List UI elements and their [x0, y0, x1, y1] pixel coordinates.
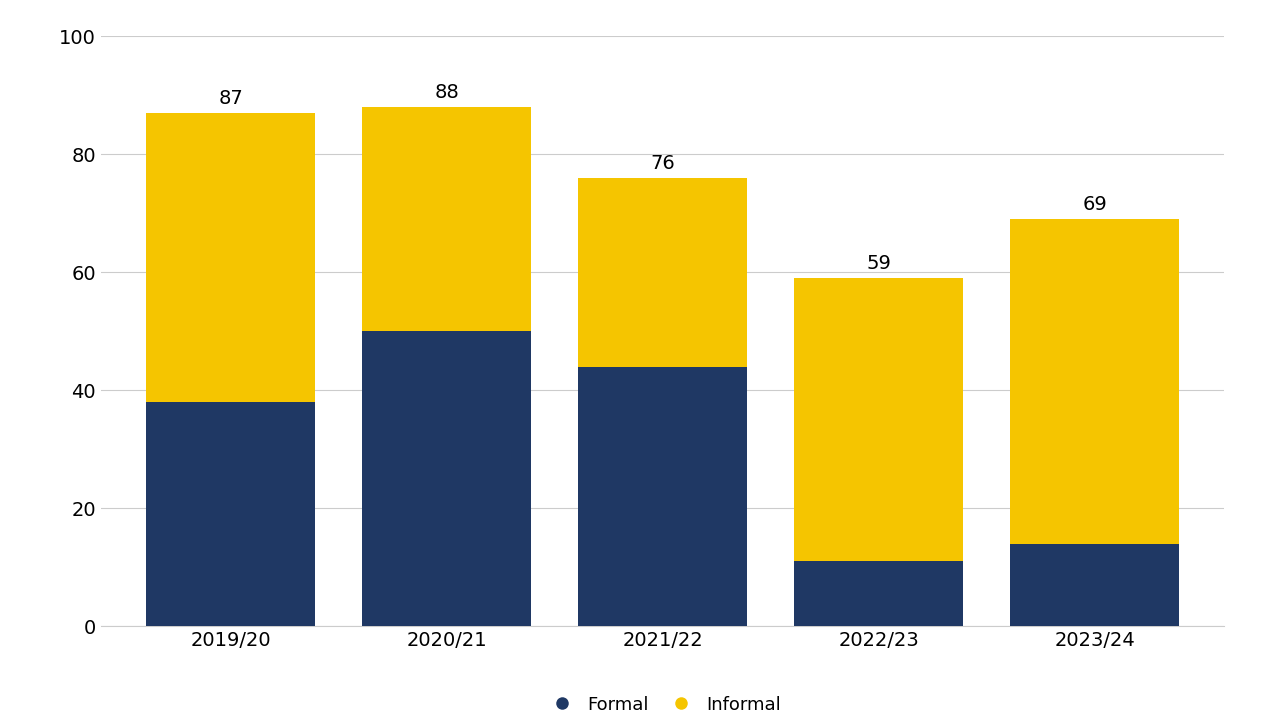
Bar: [1011, 219, 1179, 544]
Text: 88: 88: [434, 83, 459, 102]
Legend: Formal, Informal: Formal, Informal: [536, 688, 789, 720]
Bar: [578, 178, 747, 366]
Bar: [578, 366, 747, 626]
Bar: [146, 113, 314, 402]
Text: 69: 69: [1083, 195, 1107, 215]
Bar: [362, 331, 531, 626]
Text: 59: 59: [866, 254, 891, 274]
Text: 76: 76: [650, 154, 675, 173]
Bar: [146, 402, 314, 626]
Text: 87: 87: [218, 89, 242, 108]
Bar: [362, 107, 531, 331]
Bar: [1011, 544, 1179, 626]
Bar: [794, 278, 963, 562]
Bar: [794, 562, 963, 626]
